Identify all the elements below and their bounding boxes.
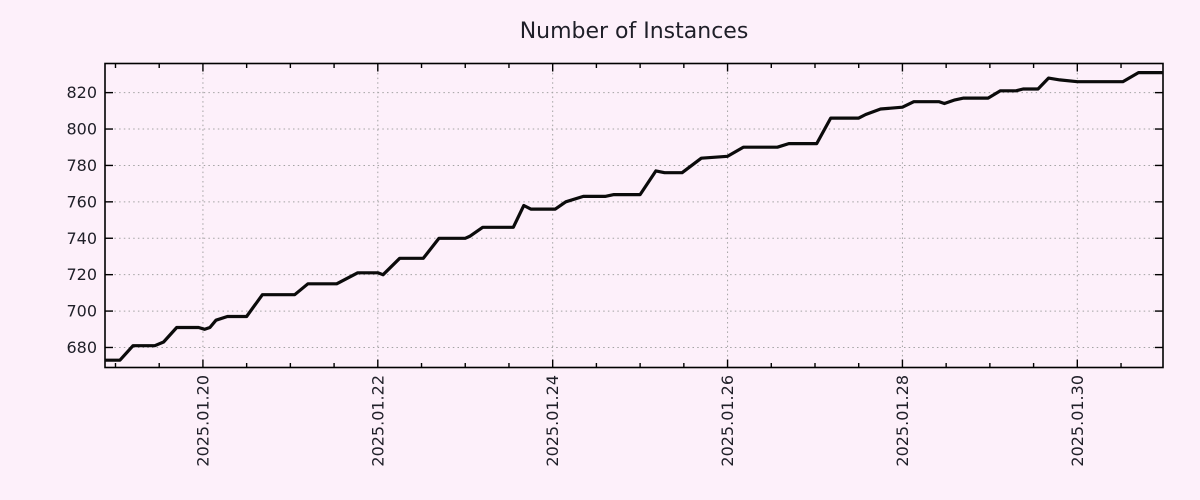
x-tick-label: 2025.01.30 bbox=[1068, 375, 1087, 467]
chart-title: Number of Instances bbox=[520, 19, 749, 44]
axis-ticks bbox=[105, 63, 1163, 368]
y-tick-label: 700 bbox=[66, 302, 97, 321]
y-tick-label: 780 bbox=[66, 156, 97, 175]
y-tick-label: 760 bbox=[66, 192, 97, 211]
x-tick-label: 2025.01.24 bbox=[543, 375, 562, 467]
x-tick-label: 2025.01.28 bbox=[893, 375, 912, 467]
series-polyline bbox=[105, 70, 1163, 362]
x-tick-label: 2025.01.20 bbox=[193, 375, 212, 467]
x-tick-label: 2025.01.26 bbox=[718, 375, 737, 467]
y-tick-label: 820 bbox=[66, 83, 97, 102]
y-tick-label: 740 bbox=[66, 229, 97, 248]
y-axis-labels: 680 700 720 740 760 780 800 820 bbox=[66, 83, 97, 357]
plot-border bbox=[104, 62, 1164, 369]
y-tick-label: 680 bbox=[66, 338, 97, 357]
series-line bbox=[105, 70, 1163, 362]
x-axis-labels: 2025.01.20 2025.01.22 2025.01.24 2025.01.26… bbox=[193, 375, 1086, 467]
y-tick-label: 800 bbox=[66, 120, 97, 139]
x-tick-label: 2025.01.22 bbox=[368, 375, 387, 467]
y-tick-label: 720 bbox=[66, 265, 97, 284]
